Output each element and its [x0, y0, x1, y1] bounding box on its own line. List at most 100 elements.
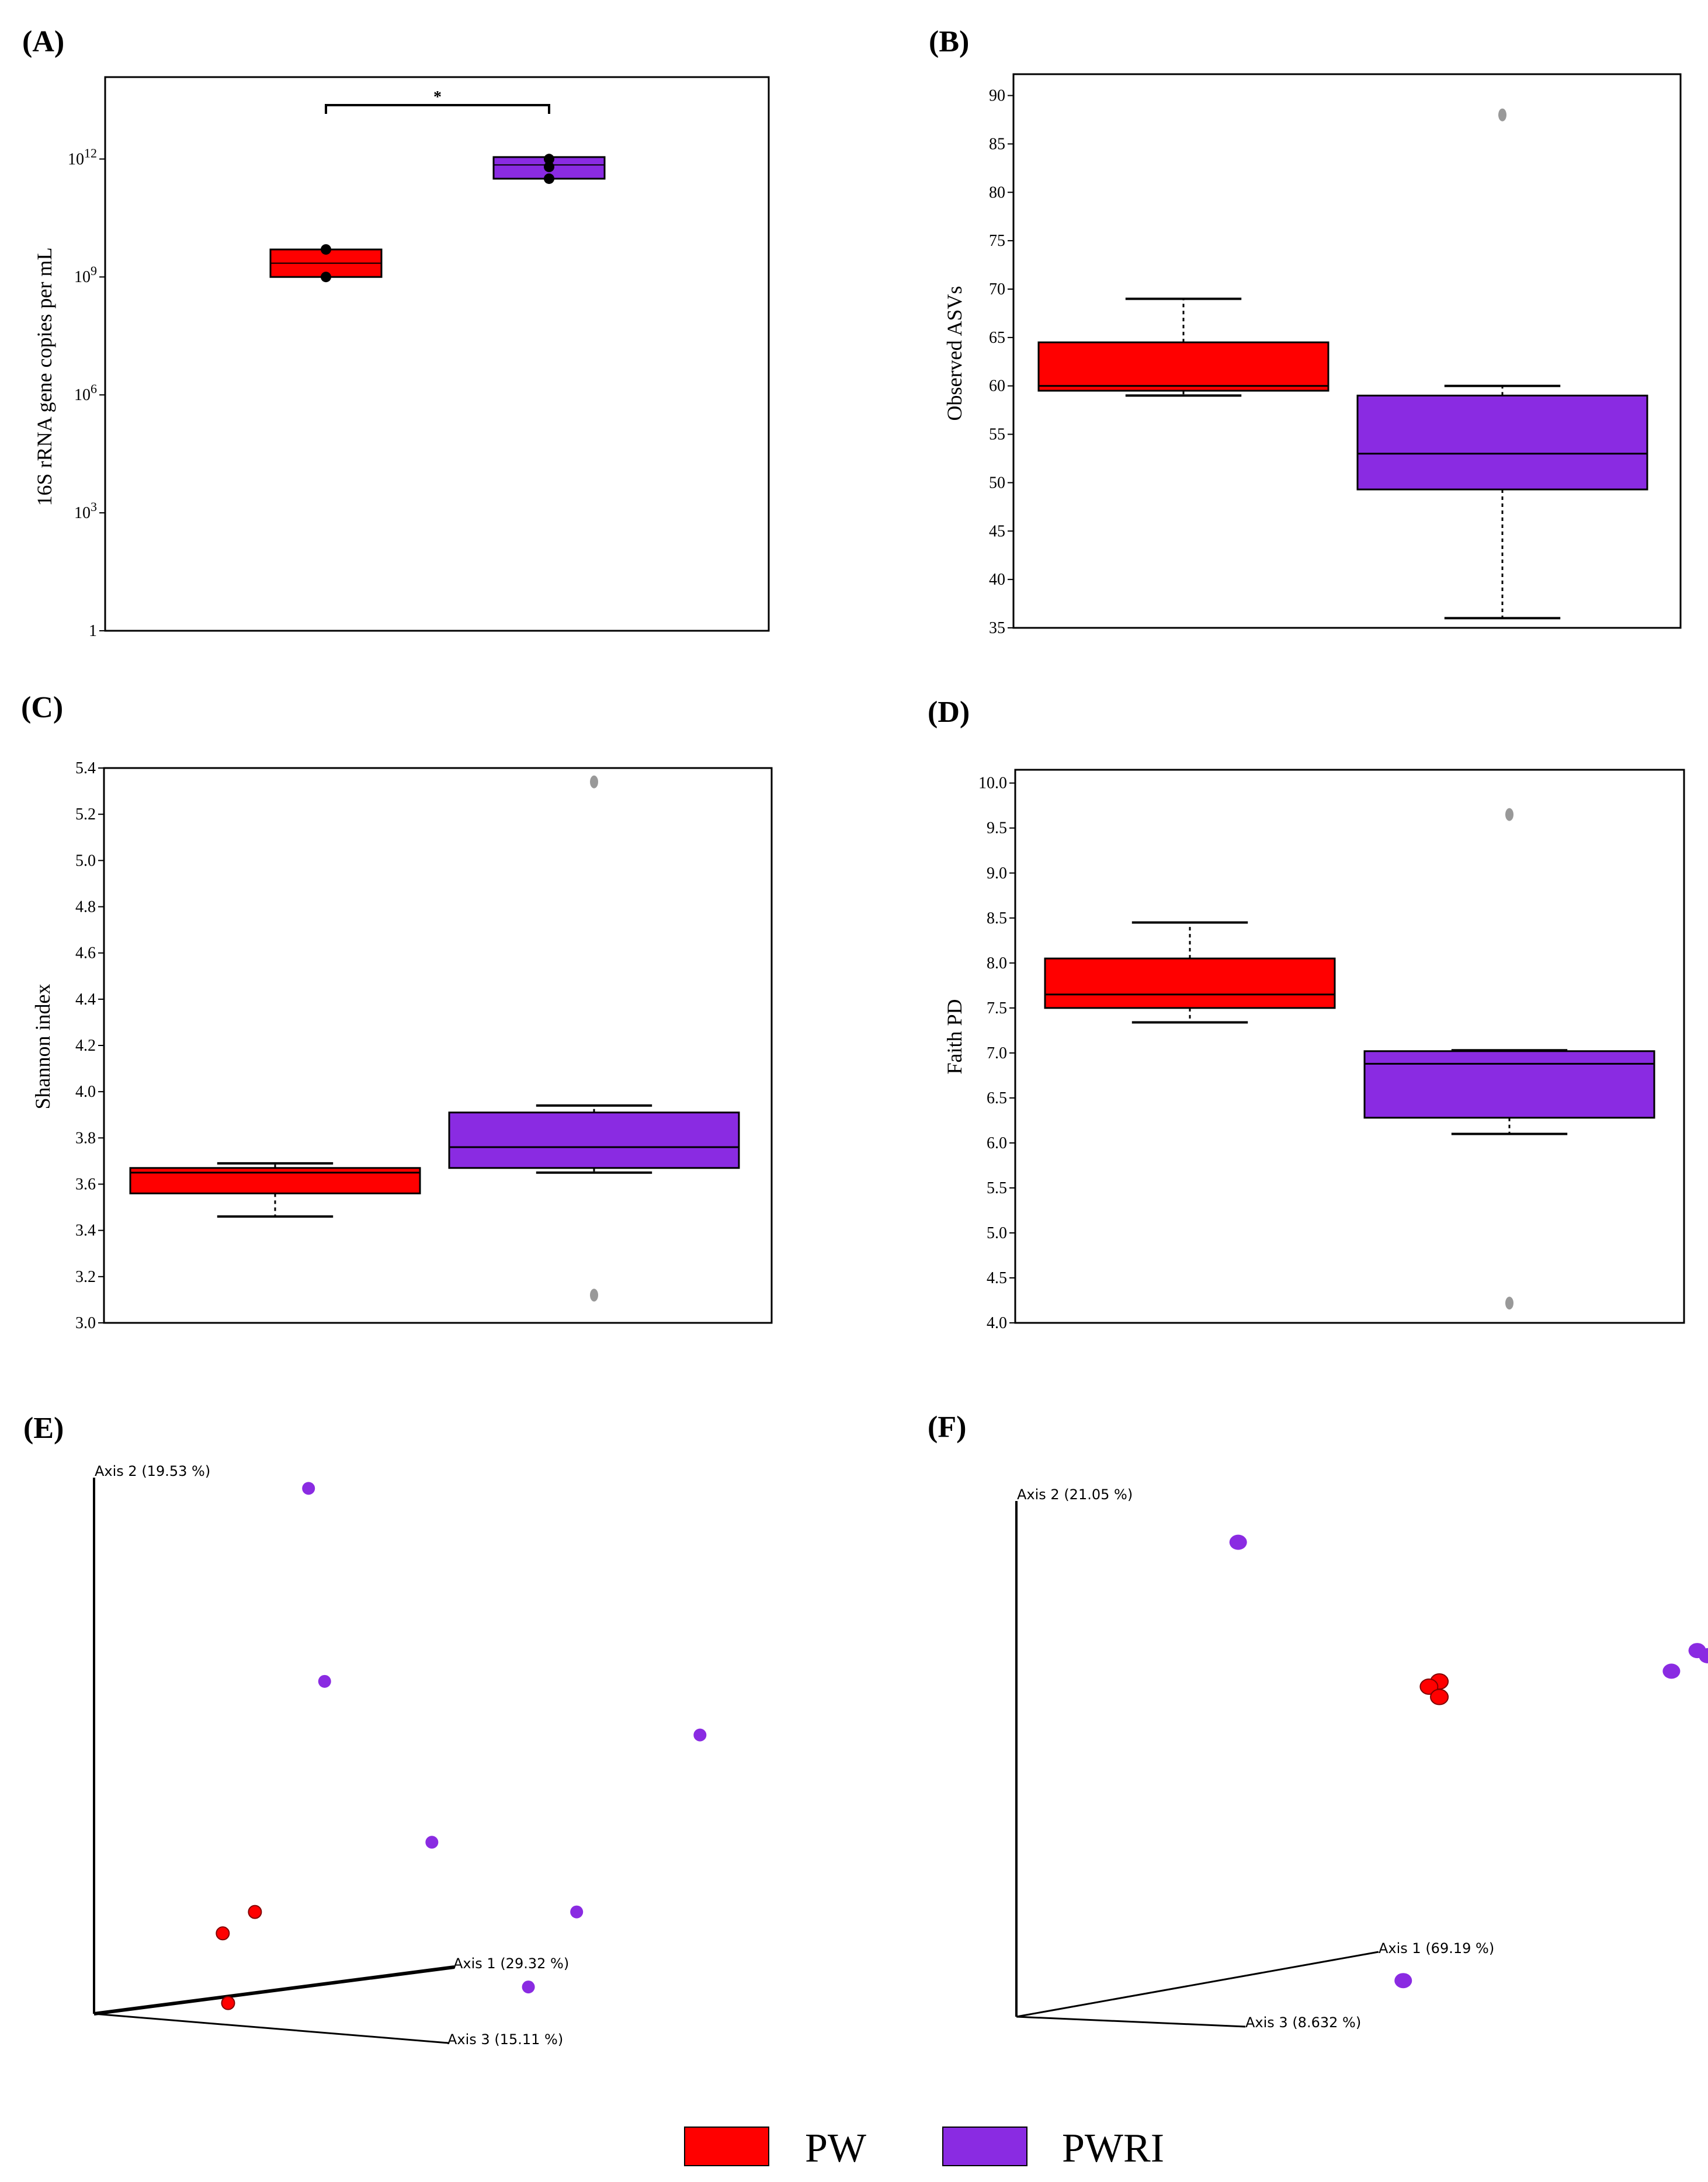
y-tick-label: 4.2	[75, 1037, 96, 1055]
y-tick-label: 80	[989, 183, 1005, 201]
y-tick-label: 103	[74, 499, 97, 522]
y-tick-label: 4.0	[987, 1314, 1007, 1332]
sample-point-pw	[221, 1996, 235, 2010]
pcoa-f-axes: Axis 2 (21.05 %) Axis 1 (69.19 %) Axis 3…	[1015, 1486, 1494, 2031]
box-pwri	[448, 1111, 740, 1169]
y-tick-label: 75	[989, 232, 1005, 250]
y-tick-label: 4.5	[987, 1269, 1007, 1287]
y-axis-label-c: Shannon index	[31, 984, 54, 1110]
data-point-pwri	[544, 161, 554, 172]
legend-swatch-pwri	[942, 2127, 1027, 2166]
pcoa-e-axis-1-line	[93, 1965, 455, 2016]
legend-label-pwri: PWRI	[1062, 2126, 1164, 2171]
legend-swatch-pw	[684, 2127, 769, 2166]
sample-point-pwri	[522, 1981, 535, 1994]
sample-point-pwri	[425, 1836, 439, 1849]
y-tick-label: 3.6	[75, 1176, 96, 1194]
pcoa-f-axis-1-label: Axis 1 (69.19 %)	[1379, 1940, 1494, 1957]
outlier-pwri	[1505, 808, 1513, 821]
y-tick-label: 5.5	[987, 1179, 1007, 1197]
plot-frame-c	[103, 767, 773, 1324]
y-tick-label: 35	[989, 619, 1005, 637]
sample-point-pwri	[1229, 1534, 1247, 1550]
y-tick-label: 7.0	[987, 1044, 1007, 1062]
box-pwri	[1356, 394, 1648, 491]
pcoa-f-axis-1-line	[1016, 1951, 1379, 2018]
y-tick-label: 3.0	[75, 1314, 96, 1332]
y-tick-label: 1012	[68, 145, 97, 168]
chart-d-faith-pd: 4.0 4.5 5.0 5.5 6.0 6.5 7.0 7.5 8.0 8.5 9.0 9.5 10.0	[978, 769, 1685, 1332]
y-tick-label: 4.4	[75, 991, 96, 1009]
y-tick-label: 3.4	[75, 1222, 96, 1240]
pcoa-f-axis-2-label: Axis 2 (21.05 %)	[1017, 1486, 1133, 1503]
sample-point-pw	[1419, 1678, 1439, 1695]
outlier-pwri	[1498, 108, 1506, 121]
plot-frame-a	[104, 76, 770, 632]
pcoa-e-axis-1-label: Axis 1 (29.32 %)	[453, 1955, 569, 1972]
data-point-pw	[321, 244, 331, 255]
box-pw	[1037, 341, 1329, 392]
y-tick-label: 5.0	[75, 852, 96, 870]
panel-label-c: (C)	[21, 691, 63, 724]
y-tick-label: 106	[74, 381, 97, 404]
y-tick-label: 3.8	[75, 1129, 96, 1147]
panel-label-b: (B)	[929, 25, 969, 58]
panel-label-f: (F)	[928, 1410, 966, 1444]
y-tick-label: 4.8	[75, 898, 96, 916]
y-tick-label: 8.0	[987, 954, 1007, 972]
pcoa-f-axis-3-label: Axis 3 (8.632 %)	[1245, 2014, 1361, 2031]
y-tick-label: 6.0	[987, 1134, 1007, 1152]
chart-a-16s-copies: 1 103 106 109 1012 *	[68, 76, 770, 640]
panel-label-e: (E)	[23, 1412, 64, 1445]
y-tick-label: 9.5	[987, 819, 1007, 838]
significance-marker: *	[433, 88, 442, 106]
y-axis-label-a: 16S rRNA gene copies per mL	[33, 248, 56, 506]
pcoa-e-axis-3-label: Axis 3 (15.11 %)	[447, 2031, 563, 2048]
y-tick-label: 1	[89, 622, 97, 640]
pcoa-f-axis-3-line	[1016, 2016, 1246, 2028]
plot-frame-b	[1012, 73, 1682, 629]
sample-point-pwri	[1699, 1648, 1708, 1663]
y-tick-label: 65	[989, 329, 1005, 347]
sample-point-pw	[248, 1905, 262, 1919]
y-tick-label: 6.5	[987, 1089, 1007, 1107]
outlier-pwri	[590, 1288, 598, 1302]
y-tick-label: 85	[989, 135, 1005, 153]
chart-e-pcoa	[216, 1482, 707, 2010]
chart-c-shannon-index: 3.0 3.2 3.4 3.6 3.8 4.0 4.2 4.4 4.6 4.8 5.0 5.2 5.4	[75, 759, 773, 1332]
data-point-pwri	[544, 173, 554, 184]
outlier-pwri	[590, 775, 598, 788]
box-pwri	[1363, 1050, 1655, 1119]
sample-point-pwri	[693, 1728, 707, 1742]
y-axis-label-b: Observed ASVs	[943, 286, 966, 421]
sample-point-pw	[1430, 1688, 1449, 1705]
sample-point-pwri	[1662, 1663, 1681, 1679]
pcoa-e-axis-2-label: Axis 2 (19.53 %)	[95, 1463, 210, 1479]
sample-point-pwri	[302, 1482, 315, 1495]
y-tick-label: 4.0	[75, 1083, 96, 1101]
y-tick-label: 9.0	[987, 864, 1007, 882]
data-point-pwri	[544, 154, 554, 165]
chart-f-pcoa	[1229, 1534, 1708, 1989]
sample-point-pw	[216, 1926, 230, 1941]
significance-bracket	[325, 104, 550, 114]
chart-b-observed-asvs: 35 40 45 50 55 60 65 70 75 80 85 90	[989, 73, 1682, 637]
panel-label-a: (A)	[22, 25, 64, 58]
pcoa-e-axis-3-line	[93, 2013, 449, 2044]
y-tick-label: 7.5	[987, 999, 1007, 1017]
y-tick-label: 55	[989, 426, 1005, 444]
outlier-pwri	[1505, 1297, 1513, 1310]
y-tick-label: 60	[989, 377, 1005, 395]
sample-point-pwri	[1394, 1973, 1412, 1989]
legend-label-pw: PW	[805, 2126, 866, 2171]
data-point-pw	[321, 272, 331, 283]
y-tick-label: 5.2	[75, 805, 96, 824]
y-tick-label: 109	[74, 263, 97, 286]
y-tick-label: 5.0	[987, 1224, 1007, 1242]
plot-frame-d	[1014, 769, 1685, 1324]
y-tick-label: 40	[989, 571, 1005, 589]
y-tick-label: 5.4	[75, 759, 96, 777]
y-tick-label: 90	[989, 87, 1005, 105]
y-tick-label: 3.2	[75, 1268, 96, 1286]
